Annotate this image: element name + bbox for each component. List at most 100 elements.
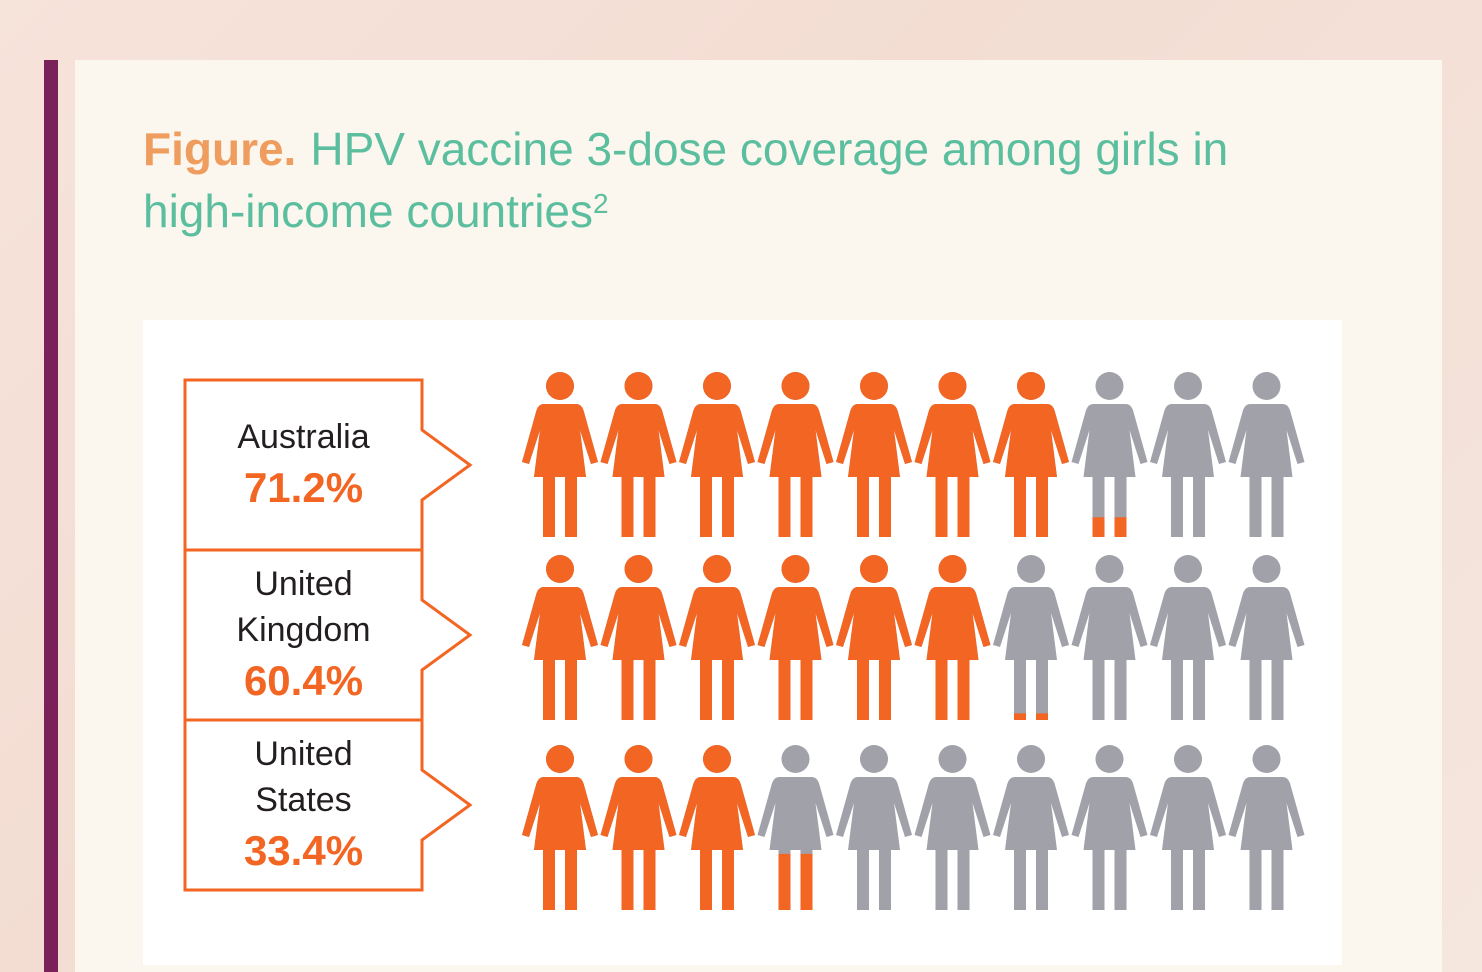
icon-body — [993, 587, 1069, 660]
icon-leg — [935, 850, 948, 910]
filled-icon — [522, 745, 598, 910]
row-label: United Kingdom 60.4% — [185, 550, 422, 720]
filled-icon — [757, 372, 834, 537]
icon-leg — [1171, 850, 1183, 910]
icon-leg — [1114, 660, 1127, 720]
icon-leg — [1014, 660, 1026, 720]
empty-icon — [1071, 555, 1148, 720]
icon-head — [546, 555, 574, 583]
icon-leg — [643, 850, 656, 910]
empty-icon — [1228, 745, 1305, 910]
icon-leg — [722, 477, 734, 537]
icon-head — [781, 555, 810, 583]
icon-head — [624, 555, 653, 583]
empty-icon — [1228, 555, 1305, 720]
icon-leg — [957, 660, 970, 720]
icon-body — [1150, 777, 1226, 850]
icon-leg — [565, 850, 577, 910]
icon-head — [860, 745, 888, 773]
icon-body — [1228, 587, 1305, 660]
figure-label: Figure. — [143, 123, 297, 175]
icon-body — [600, 587, 677, 660]
icon-body — [757, 404, 834, 477]
icon-head — [938, 555, 967, 583]
icon-leg — [800, 477, 813, 537]
category-label: Australia — [237, 418, 370, 456]
icon-leg — [1249, 660, 1262, 720]
icon-body — [836, 587, 912, 660]
icon-leg — [621, 660, 634, 720]
icon-body — [993, 404, 1069, 477]
icon-head — [781, 372, 810, 400]
icon-body — [600, 777, 677, 850]
filled-icon — [679, 555, 755, 720]
icon-body — [1228, 404, 1305, 477]
icon-leg — [778, 477, 791, 537]
icon-leg — [957, 477, 970, 537]
icon-leg — [1014, 850, 1026, 910]
filled-icon — [836, 555, 912, 720]
empty-icon — [1071, 745, 1148, 910]
icon-leg — [879, 850, 891, 910]
icon-head — [938, 372, 967, 400]
icon-leg — [1014, 477, 1026, 537]
filled-icon — [600, 745, 677, 910]
icon-body — [836, 404, 912, 477]
category-label: United States — [254, 735, 353, 819]
empty-icon — [1228, 372, 1305, 537]
icon-head — [1095, 745, 1124, 773]
icon-leg — [1193, 660, 1205, 720]
filled-icon — [522, 372, 598, 537]
row-label: Australia 71.2% — [185, 380, 422, 550]
icon-head — [860, 555, 888, 583]
icon-leg — [543, 850, 555, 910]
filled-icon — [522, 555, 598, 720]
icon-body — [679, 777, 755, 850]
icon-leg — [879, 660, 891, 720]
icon-leg — [643, 477, 656, 537]
icon-leg — [1271, 477, 1284, 537]
icon-body — [1228, 777, 1305, 850]
icon-head — [703, 372, 731, 400]
icon-head — [781, 745, 810, 773]
icon-head — [1174, 372, 1202, 400]
icon-leg — [857, 660, 869, 720]
icon-body — [914, 587, 991, 660]
icon-body — [522, 587, 598, 660]
empty-icon — [1071, 372, 1148, 537]
icon-head — [1252, 745, 1281, 773]
icon-leg — [1114, 850, 1127, 910]
filled-icon — [836, 372, 912, 537]
icon-leg — [700, 477, 712, 537]
icon-body — [836, 777, 912, 850]
filled-icon — [679, 745, 755, 910]
accent-bar — [44, 60, 58, 972]
icon-leg — [565, 660, 577, 720]
filled-icon — [914, 372, 991, 537]
icon-leg — [1036, 660, 1048, 720]
icon-head — [1017, 555, 1045, 583]
icon-leg — [700, 660, 712, 720]
category-label: United Kingdom — [236, 565, 371, 649]
icon-leg — [1271, 850, 1284, 910]
icon-head — [1017, 372, 1045, 400]
icon-body — [522, 404, 598, 477]
icon-leg — [778, 853, 791, 910]
icon-body — [757, 777, 834, 850]
filled-icon — [600, 372, 677, 537]
icon-leg — [935, 477, 948, 537]
icon-leg — [565, 477, 577, 537]
value-label: 71.2% — [243, 464, 364, 511]
icon-head — [624, 745, 653, 773]
icon-head — [938, 745, 967, 773]
filled-icon — [914, 555, 991, 720]
icon-leg — [700, 850, 712, 910]
icon-leg — [1171, 477, 1183, 537]
icon-body — [914, 777, 991, 850]
filled-icon — [778, 853, 813, 910]
icon-leg — [1092, 660, 1105, 720]
icon-leg — [1193, 477, 1205, 537]
icon-leg — [957, 850, 970, 910]
